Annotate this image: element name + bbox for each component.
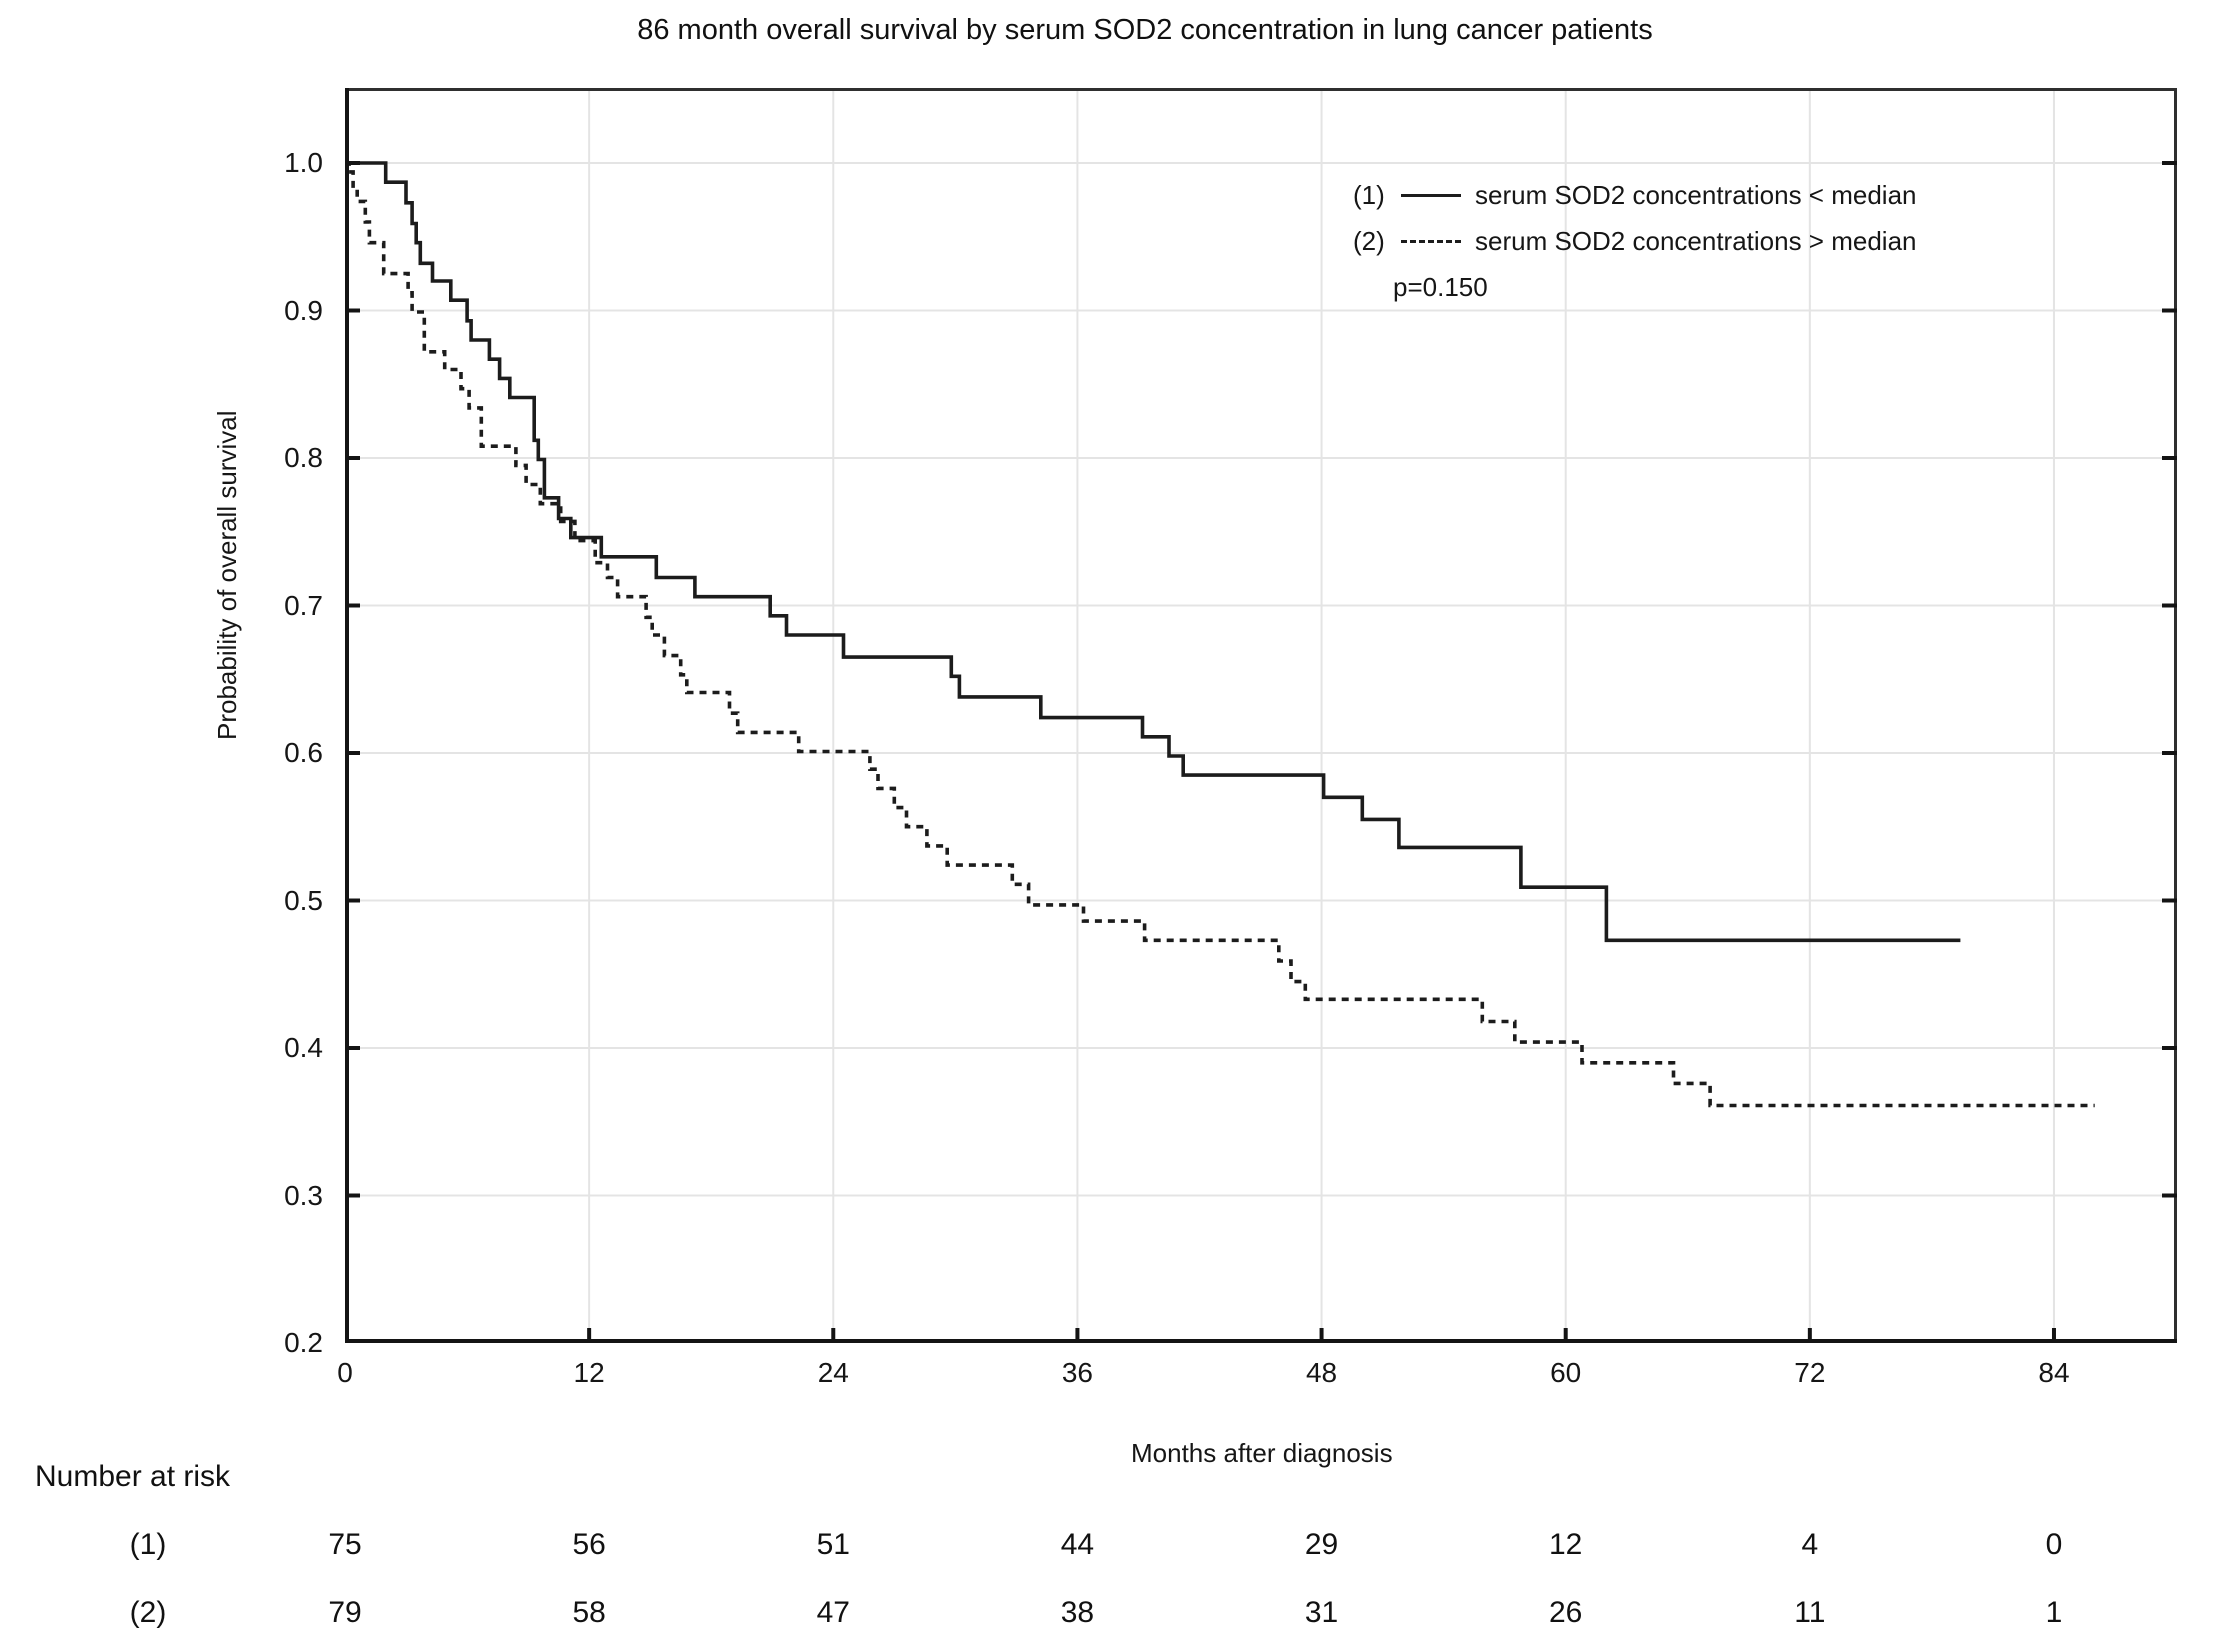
x-tick-label: 12: [573, 1357, 605, 1388]
solid-line-sample-icon: [1401, 193, 1461, 197]
risk-count: 31: [1304, 1596, 1339, 1629]
x-tick-label: 36: [1061, 1357, 1093, 1388]
risk-row-label: (1): [129, 1528, 167, 1561]
x-tick-label: 24: [817, 1357, 849, 1388]
risk-count: 38: [1060, 1596, 1095, 1629]
x-tick-label: 48: [1305, 1357, 1338, 1388]
legend-item-label: serum SOD2 concentrations < median: [1475, 179, 1917, 210]
legend-item-id: (1): [1353, 179, 1385, 210]
x-axis-title: Months after diagnosis: [1131, 1438, 1393, 1468]
y-tick-label: 0.5: [284, 884, 323, 916]
y-tick-label: 0.6: [284, 737, 323, 768]
legend-item-label: serum SOD2 concentrations > median: [1475, 225, 1917, 256]
risk-count: 47: [816, 1596, 850, 1629]
chart-title: 86 month overall survival by serum SOD2 …: [637, 14, 1653, 46]
risk-count: 26: [1549, 1596, 1583, 1629]
legend-item-above-median: (2) serum SOD2 concentrations > median: [1353, 218, 1917, 264]
y-tick-label: 0.8: [284, 442, 323, 473]
risk-row-label: (2): [129, 1596, 167, 1629]
y-tick-label: 0.7: [284, 589, 323, 621]
p-value-text: p=0.150: [1393, 271, 1488, 302]
x-tick-label: 72: [1794, 1357, 1826, 1388]
legend-item-id: (2): [1353, 225, 1385, 256]
risk-count: 29: [1304, 1528, 1339, 1561]
survival-plot: [345, 88, 2177, 1343]
risk-count: 51: [816, 1528, 850, 1561]
risk-count: 79: [328, 1596, 362, 1629]
risk-count: 0: [2045, 1528, 2063, 1561]
x-tick-label: 84: [2038, 1357, 2070, 1388]
p-value-row: p=0.150: [1353, 264, 1917, 310]
number-at-risk-header: Number at risk: [35, 1460, 231, 1493]
risk-count: 56: [572, 1528, 606, 1561]
risk-count: 58: [572, 1596, 606, 1629]
y-tick-label: 0.9: [284, 294, 323, 326]
risk-count: 44: [1060, 1528, 1095, 1561]
risk-count: 11: [1794, 1596, 1826, 1629]
y-tick-label: 1.0: [284, 147, 323, 178]
y-axis-title: Probability of overall survival: [212, 410, 242, 740]
legend: (1) serum SOD2 concentrations < median (…: [1353, 172, 1917, 310]
risk-count: 4: [1801, 1528, 1819, 1561]
y-tick-label: 0.2: [284, 1327, 323, 1358]
dashed-line-sample-icon: [1401, 239, 1461, 243]
x-tick-label: 0: [337, 1357, 353, 1388]
risk-count: 12: [1549, 1528, 1583, 1561]
risk-count: 1: [2045, 1596, 2063, 1629]
y-tick-label: 0.4: [284, 1032, 323, 1063]
risk-count: 75: [328, 1528, 362, 1561]
x-tick-label: 60: [1550, 1357, 1582, 1388]
legend-item-below-median: (1) serum SOD2 concentrations < median: [1353, 172, 1917, 218]
y-tick-label: 0.3: [284, 1179, 323, 1211]
